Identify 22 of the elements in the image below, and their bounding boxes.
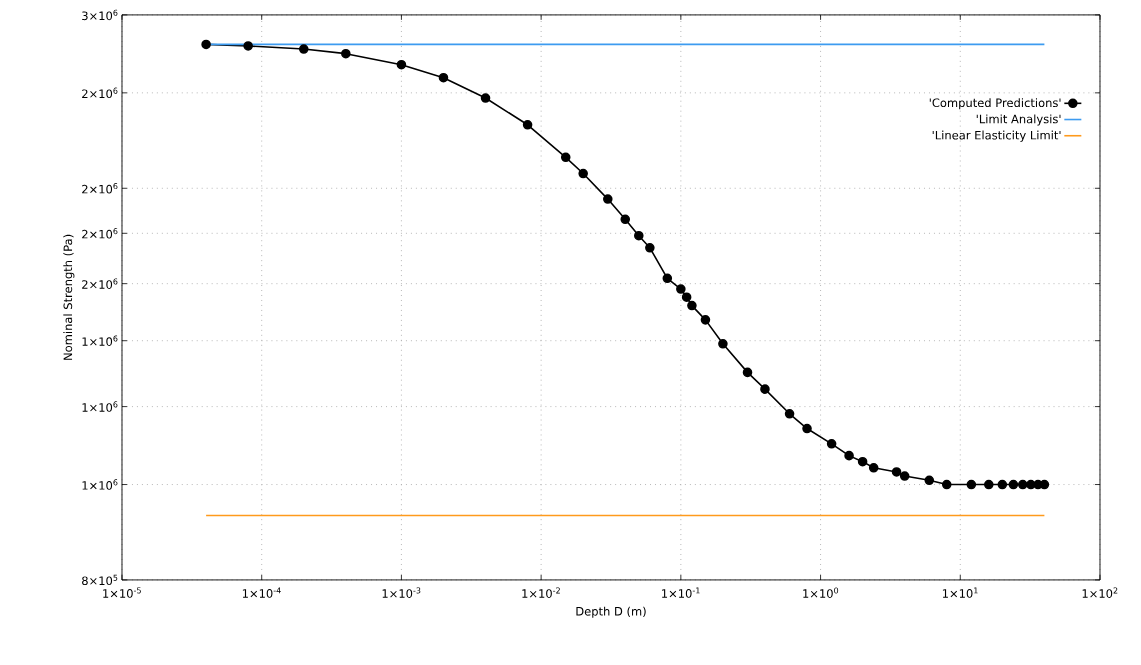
y-tick-label: 2×10$^{6}$ bbox=[82, 228, 118, 239]
x-tick-label: 1×10$^{-3}$ bbox=[382, 587, 421, 598]
x-tick-label: 1×10$^{1}$ bbox=[942, 587, 978, 598]
y-tick-label: 8×10$^{5}$ bbox=[82, 574, 118, 586]
y-tick-label: 2×10$^{6}$ bbox=[82, 183, 118, 194]
y-axis-title: Nominal Strength (Pa) bbox=[63, 234, 75, 360]
x-axis-title: Depth D (m) bbox=[576, 606, 646, 618]
legend-label: 'Linear Elasticity Limit' bbox=[932, 130, 1061, 142]
x-tick-label: 1×10$^{-1}$ bbox=[662, 587, 700, 598]
x-tick-label: 1×10$^{2}$ bbox=[1082, 587, 1118, 598]
x-tick-label: 1×10$^{0}$ bbox=[803, 587, 839, 598]
x-tick-label: 1×10$^{-4}$ bbox=[242, 587, 281, 598]
y-tick-label: 2×10$^{6}$ bbox=[82, 87, 118, 99]
y-tick-label: 1×10$^{6}$ bbox=[82, 479, 118, 490]
y-tick-label: 1×10$^{6}$ bbox=[82, 401, 118, 412]
legend-label: 'Computed Predictions' bbox=[929, 98, 1061, 110]
legend-label: 'Limit Analysis' bbox=[976, 114, 1061, 126]
y-tick-label: 1×10$^{6}$ bbox=[82, 335, 118, 346]
x-tick-label: 1×10$^{-2}$ bbox=[522, 587, 560, 598]
y-tick-label: 2×10$^{6}$ bbox=[82, 278, 118, 289]
x-tick-label: 1×10$^{-5}$ bbox=[103, 587, 141, 598]
y-tick-label: 3×10$^{6}$ bbox=[82, 9, 118, 21]
